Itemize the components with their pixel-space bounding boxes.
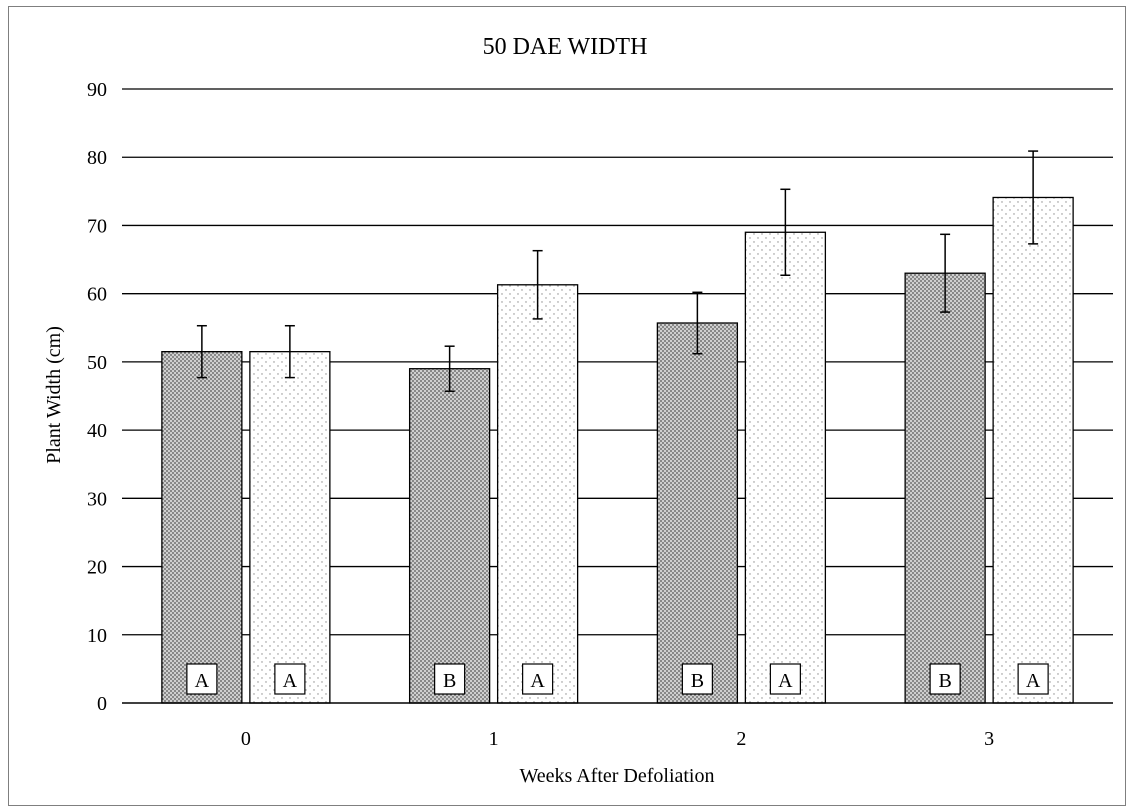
x-tick-label: 3 xyxy=(984,728,994,750)
significance-letter: B xyxy=(938,670,951,692)
y-tick-label: 10 xyxy=(87,625,107,647)
axes: 0 10 20 30 40 50 60 70 80 90 0 1 2 3 xyxy=(87,79,1113,750)
x-tick-label: 2 xyxy=(736,728,746,750)
significance-letter-box xyxy=(274,663,306,695)
y-tick-label: 30 xyxy=(87,488,107,510)
significance-letter: A xyxy=(530,670,545,692)
significance-letter-box xyxy=(929,663,961,695)
y-tick-label: 50 xyxy=(87,352,107,374)
bar xyxy=(161,351,243,704)
bar xyxy=(656,322,739,704)
significance-letter: A xyxy=(778,670,793,692)
bar xyxy=(496,284,579,704)
bar xyxy=(408,368,491,704)
significance-letter-box xyxy=(522,663,554,695)
x-tick-label: 0 xyxy=(241,728,251,750)
significance-letter-box xyxy=(769,663,801,695)
y-tick-label: 20 xyxy=(87,557,107,579)
x-tick-label: 1 xyxy=(489,728,499,750)
significance-letter: A xyxy=(1026,670,1041,692)
chart-title: 50 DAE WIDTH xyxy=(483,34,648,60)
bar xyxy=(249,351,331,704)
y-axis-label: Plant Width (cm) xyxy=(43,326,65,464)
y-tick-label: 40 xyxy=(87,420,107,442)
significance-letter: B xyxy=(443,670,456,692)
significance-letter: B xyxy=(691,670,704,692)
y-tick-label: 60 xyxy=(87,284,107,306)
bar xyxy=(904,272,986,704)
bar xyxy=(744,231,827,704)
x-axis-label: Weeks After Defoliation xyxy=(520,765,715,787)
bar xyxy=(992,196,1074,704)
significance-letter-box xyxy=(434,663,466,695)
y-tick-label: 80 xyxy=(87,147,107,169)
significance-letter-box xyxy=(186,663,218,695)
y-tick-label: 0 xyxy=(97,693,107,715)
significance-letter: A xyxy=(195,670,210,692)
significance-letter-box xyxy=(1017,663,1049,695)
y-tick-label: 70 xyxy=(87,215,107,237)
significance-letter-box xyxy=(681,663,713,695)
significance-letter: A xyxy=(283,670,298,692)
y-tick-label: 90 xyxy=(87,79,107,101)
